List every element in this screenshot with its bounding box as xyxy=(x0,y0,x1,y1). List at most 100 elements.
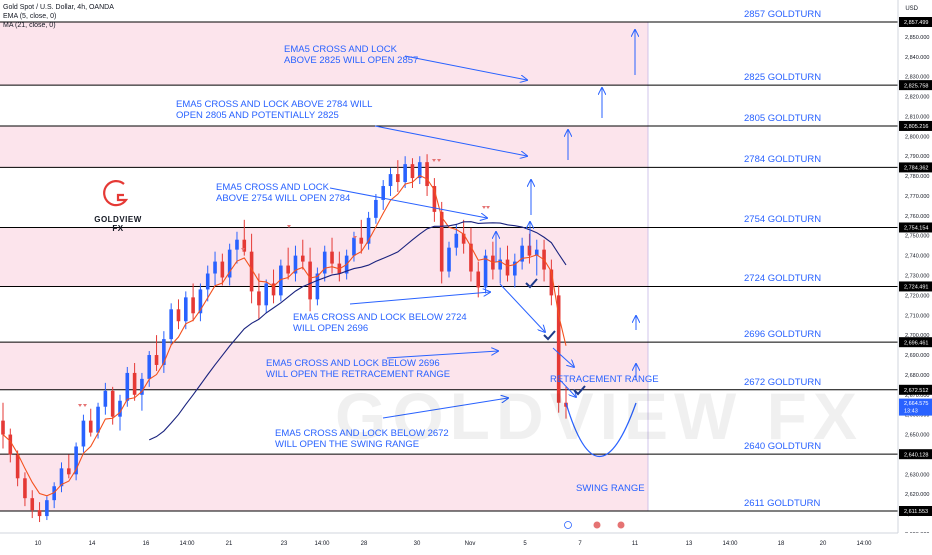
ema-legend: EMA (5, close, 0) xyxy=(3,13,57,20)
candle-body[interactable] xyxy=(67,468,71,475)
price-tag xyxy=(899,80,932,91)
y-tick-label: 2,790.000 xyxy=(905,154,929,160)
candle-body[interactable] xyxy=(308,261,312,300)
candle-body[interactable] xyxy=(498,259,502,270)
candle-body[interactable] xyxy=(169,309,173,340)
annotation-line: ABOVE 2754 WILL OPEN 2784 xyxy=(216,193,351,204)
candle-body[interactable] xyxy=(439,211,444,272)
candle-body[interactable] xyxy=(103,390,108,407)
candle-body[interactable] xyxy=(125,372,130,401)
candle-body[interactable] xyxy=(264,283,269,306)
price-tag xyxy=(899,222,932,233)
y-tick-label: 2,720.000 xyxy=(905,293,929,299)
candle-body[interactable] xyxy=(513,261,517,276)
candle-body[interactable] xyxy=(52,486,56,501)
event-flag-icon[interactable] xyxy=(617,521,625,529)
candle-body[interactable] xyxy=(74,446,78,475)
ma21-line xyxy=(149,221,567,441)
candle-body[interactable] xyxy=(322,251,327,274)
candle-body[interactable] xyxy=(425,162,429,187)
candle-body[interactable] xyxy=(23,478,27,499)
candle-body[interactable] xyxy=(257,291,261,306)
candle-body[interactable] xyxy=(220,261,225,278)
goldturn-label: 2640 GOLDTURN xyxy=(744,441,822,453)
candle-body[interactable] xyxy=(293,255,298,274)
candle-body[interactable] xyxy=(183,297,188,322)
projection-arrow xyxy=(329,187,487,218)
candle-body[interactable] xyxy=(520,245,524,262)
candle-body[interactable] xyxy=(483,255,488,288)
candle-body[interactable] xyxy=(461,233,466,244)
candle-body[interactable] xyxy=(469,243,473,272)
candle-body[interactable] xyxy=(279,265,283,296)
candle-body[interactable] xyxy=(447,247,451,272)
candle-body[interactable] xyxy=(37,510,42,517)
candle-body[interactable] xyxy=(242,239,247,252)
candle-body[interactable] xyxy=(366,217,371,244)
x-tick-label: 18 xyxy=(778,541,785,547)
goldturn-label: 2672 GOLDTURN xyxy=(744,376,822,388)
candle-body[interactable] xyxy=(374,199,378,218)
candle-body[interactable] xyxy=(235,239,239,250)
candle-body[interactable] xyxy=(417,162,422,179)
candle-body[interactable] xyxy=(140,378,144,395)
candle-body[interactable] xyxy=(1,420,5,435)
candle-body[interactable] xyxy=(403,164,407,183)
candle-body[interactable] xyxy=(147,355,152,379)
candle-body[interactable] xyxy=(381,186,386,200)
candle-body[interactable] xyxy=(88,420,93,433)
candle-body[interactable] xyxy=(330,251,334,264)
candle-body[interactable] xyxy=(388,174,393,187)
candle-body[interactable] xyxy=(534,249,539,256)
candle-body[interactable] xyxy=(527,245,532,256)
candle-body[interactable] xyxy=(549,269,554,296)
candle-body[interactable] xyxy=(59,468,64,487)
candle-body[interactable] xyxy=(191,297,195,314)
projection-arrow xyxy=(552,347,574,367)
candle-body[interactable] xyxy=(454,233,459,248)
annotation-text: EMA5 CROSS AND LOCK ABOVE 2754 WILL OPEN … xyxy=(216,182,350,204)
x-tick-label: 14 xyxy=(89,541,96,547)
annotation-line: EMA5 CROSS AND LOCK ABOVE 2784 WILL xyxy=(176,99,373,110)
candle-body[interactable] xyxy=(118,400,122,417)
event-flash-icon[interactable] xyxy=(564,521,572,529)
candle-body[interactable] xyxy=(205,273,210,290)
candle-body[interactable] xyxy=(96,406,100,433)
candle-body[interactable] xyxy=(30,498,35,511)
candle-body[interactable] xyxy=(352,237,356,256)
candle-body[interactable] xyxy=(8,434,13,455)
candle-body[interactable] xyxy=(162,339,166,365)
zone-band xyxy=(0,342,648,390)
candle-body[interactable] xyxy=(154,355,159,365)
y-tick-label: 2,620.000 xyxy=(905,492,929,498)
candle-body[interactable] xyxy=(359,237,364,244)
candle-body[interactable] xyxy=(81,420,86,447)
candle-body[interactable] xyxy=(213,261,217,274)
candle-body[interactable] xyxy=(132,372,137,395)
candle-body[interactable] xyxy=(556,295,561,403)
candle-body[interactable] xyxy=(271,283,276,296)
y-tick-label: 2,780.000 xyxy=(905,174,929,180)
candle-body[interactable] xyxy=(198,289,203,314)
time-axis[interactable] xyxy=(0,533,932,550)
y-tick-label: 2,690.000 xyxy=(905,353,929,359)
candle-body[interactable] xyxy=(315,273,320,300)
candle-body[interactable] xyxy=(505,259,510,276)
candle-body[interactable] xyxy=(410,164,415,179)
candle-body[interactable] xyxy=(227,249,232,278)
event-flag-icon[interactable] xyxy=(593,521,601,529)
candle-body[interactable] xyxy=(45,500,49,517)
candle-body[interactable] xyxy=(286,265,290,274)
projection-arrow xyxy=(349,292,490,305)
candle-body[interactable] xyxy=(432,186,437,212)
candle-body[interactable] xyxy=(15,454,20,479)
y-tick-label: 2,670.000 xyxy=(905,393,929,399)
candle-body[interactable] xyxy=(176,309,181,322)
candle-body[interactable] xyxy=(476,271,481,288)
candle-body[interactable] xyxy=(249,251,254,292)
candle-body[interactable] xyxy=(110,390,115,417)
candle-body[interactable] xyxy=(300,255,305,262)
candle-body[interactable] xyxy=(396,174,400,183)
